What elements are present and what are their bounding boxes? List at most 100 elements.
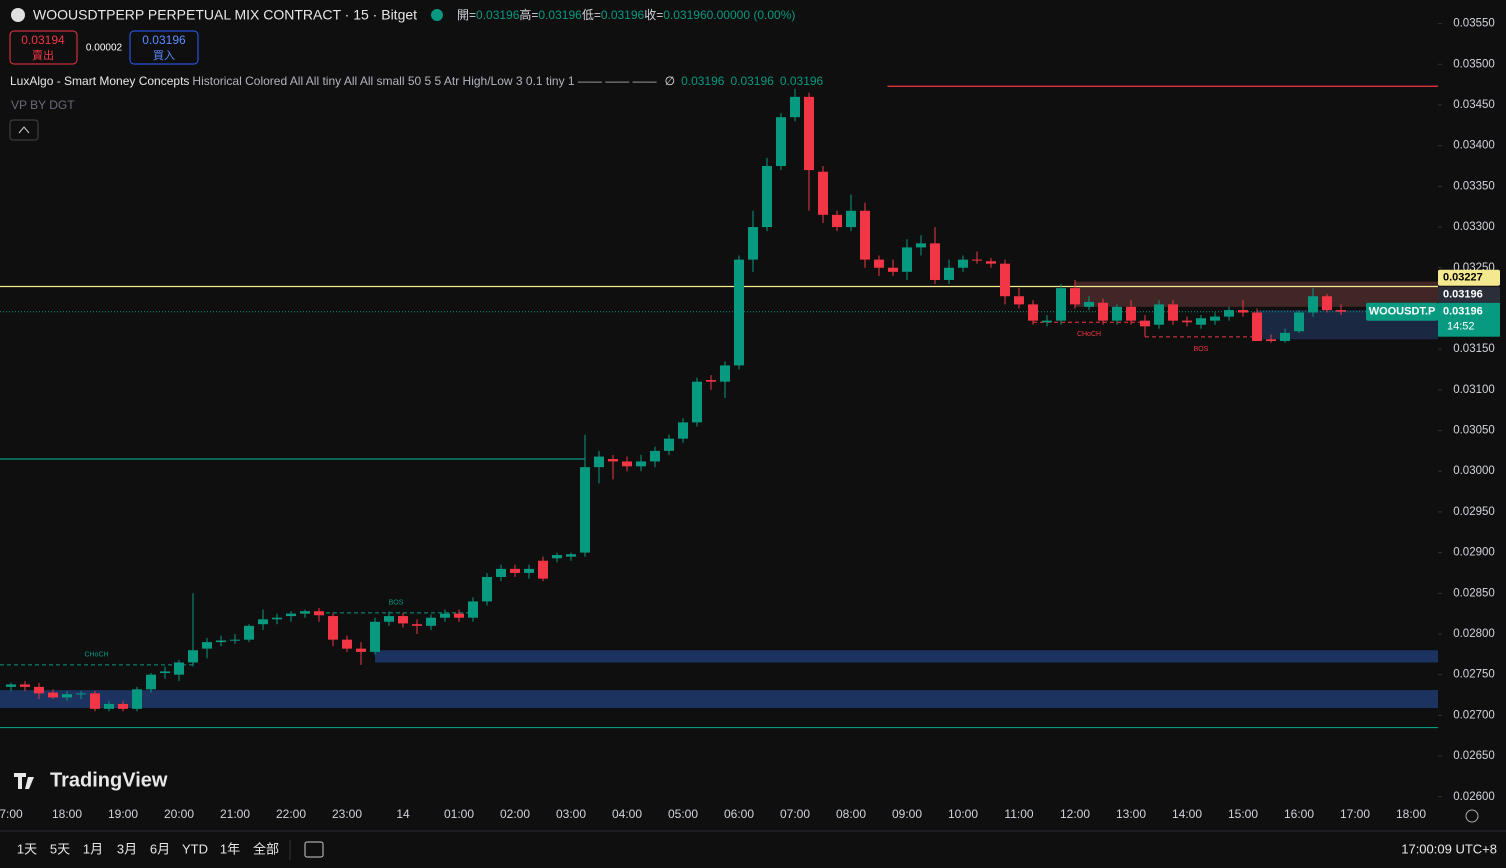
sell-label[interactable]: 賣出	[32, 48, 54, 62]
collapse-button[interactable]	[9, 119, 39, 141]
range-button[interactable]: 3月	[117, 841, 137, 856]
candle-body	[1112, 306, 1122, 321]
last-price-tag	[1438, 302, 1500, 337]
candle-body	[104, 703, 114, 709]
candle-body	[622, 461, 632, 467]
plot: 0.02600 0.02650 0.02700 0.02750 0.02800 0.028…	[0, 18, 1500, 821]
range-button[interactable]: 1年	[220, 841, 240, 856]
candle-body	[538, 560, 548, 579]
candle-body	[1252, 312, 1262, 341]
x-tick-label: 18:00	[52, 807, 82, 821]
ohlc-key: 開=	[457, 8, 476, 22]
candle-body	[1140, 320, 1150, 327]
candle-body	[874, 259, 884, 268]
y-tick-label: 0.02650	[1453, 750, 1495, 762]
ohlc-key: 收=	[644, 8, 663, 22]
candle-body	[1028, 304, 1038, 321]
range-button[interactable]: 1天	[17, 841, 37, 856]
candle-body	[48, 692, 58, 698]
candle-body	[6, 684, 16, 687]
sell-button[interactable]	[9, 30, 78, 65]
range-button[interactable]: 1月	[83, 841, 103, 856]
settings-icon[interactable]	[1465, 809, 1479, 823]
buy-label[interactable]: 買入	[153, 49, 175, 62]
candle-body	[1336, 310, 1346, 312]
candle-body	[846, 210, 856, 228]
y-tick-label: 0.03100	[1453, 384, 1495, 396]
candle-body	[244, 625, 254, 640]
candle-body	[986, 261, 996, 264]
range-button[interactable]: 5天	[50, 841, 70, 856]
indicator: LuxAlgo - Smart Money Concepts Historical…	[10, 74, 824, 88]
sell-price[interactable]: 0.03194	[21, 33, 65, 47]
spread: 0.00002	[86, 43, 123, 54]
candle-body	[118, 703, 128, 709]
x-tick-label: 07:00	[780, 807, 810, 821]
candle-body	[1084, 301, 1094, 307]
countdown: 14:52	[1447, 321, 1475, 333]
candle-body	[258, 619, 268, 625]
candle-body	[356, 648, 366, 652]
candle-body	[1196, 318, 1206, 325]
last-name: WOOUSDT.P	[1369, 306, 1436, 318]
candle-body	[762, 166, 772, 228]
indicator-value: 0.03196	[730, 74, 774, 88]
watermark: TradingView	[50, 769, 168, 791]
candle-body	[1210, 316, 1220, 321]
candle-body	[1070, 288, 1080, 305]
candle-body	[566, 554, 576, 557]
x-tick-label: 13:00	[1116, 807, 1146, 821]
candle-body	[818, 171, 828, 215]
candle-body	[860, 210, 870, 260]
x-tick-label: 04:00	[612, 807, 642, 821]
candle-body	[230, 639, 240, 641]
price-tag-label: 0.03227	[1443, 272, 1483, 284]
y-tick-label: 0.03450	[1453, 99, 1495, 111]
range-button[interactable]: 6月	[150, 841, 170, 856]
candle-body	[580, 467, 590, 553]
candle-body	[1042, 320, 1052, 323]
candle-body	[1154, 304, 1164, 325]
candle-body	[1000, 263, 1010, 297]
price-tag-label: 0.03196	[1443, 289, 1483, 301]
x-tick-label: 19:00	[108, 807, 138, 821]
x-tick-label: 03:00	[556, 807, 586, 821]
x-tick-label: 10:00	[948, 807, 978, 821]
candle-body	[944, 267, 954, 280]
price-tag	[1438, 269, 1500, 286]
candle-body	[286, 613, 296, 617]
structure-label: BOS	[389, 600, 404, 607]
range-button[interactable]: 全部	[253, 841, 279, 856]
range-button[interactable]: YTD	[182, 841, 208, 856]
symbol-icon	[11, 8, 25, 22]
candle-body	[552, 555, 562, 559]
candle-body	[902, 247, 912, 272]
x-tick-label: 06:00	[724, 807, 754, 821]
x-tick-label: 16:00	[1284, 807, 1314, 821]
x-tick-label: 22:00	[276, 807, 306, 821]
candle-body	[272, 617, 282, 620]
date-range-icon[interactable]	[304, 841, 324, 858]
candle-body	[1308, 296, 1318, 313]
x-tick-label: 05:00	[668, 807, 698, 821]
candle-body	[958, 259, 968, 268]
candle-body	[832, 214, 842, 228]
title: WOOUSDTPERP PERPETUAL MIX CONTRACT · 15 …	[33, 7, 417, 23]
candle-body	[804, 96, 814, 171]
candle-body	[1126, 306, 1136, 321]
indicator-value: 0.03196	[681, 74, 725, 88]
candle-body	[1014, 296, 1024, 305]
buy-price[interactable]: 0.03196	[142, 33, 186, 47]
clock: 17:00:09 UTC+8	[1401, 841, 1497, 856]
y-tick-label: 0.03000	[1453, 465, 1495, 477]
candle-body	[370, 621, 380, 652]
candle-body	[496, 568, 506, 578]
candle-body	[972, 259, 982, 261]
candle-body	[426, 617, 436, 626]
candle-body	[412, 624, 422, 626]
candle-body	[888, 267, 898, 272]
buy-button[interactable]	[129, 30, 199, 65]
indicator-symbol: ∅	[665, 74, 675, 88]
structure-label: CHoCH	[1077, 331, 1101, 338]
